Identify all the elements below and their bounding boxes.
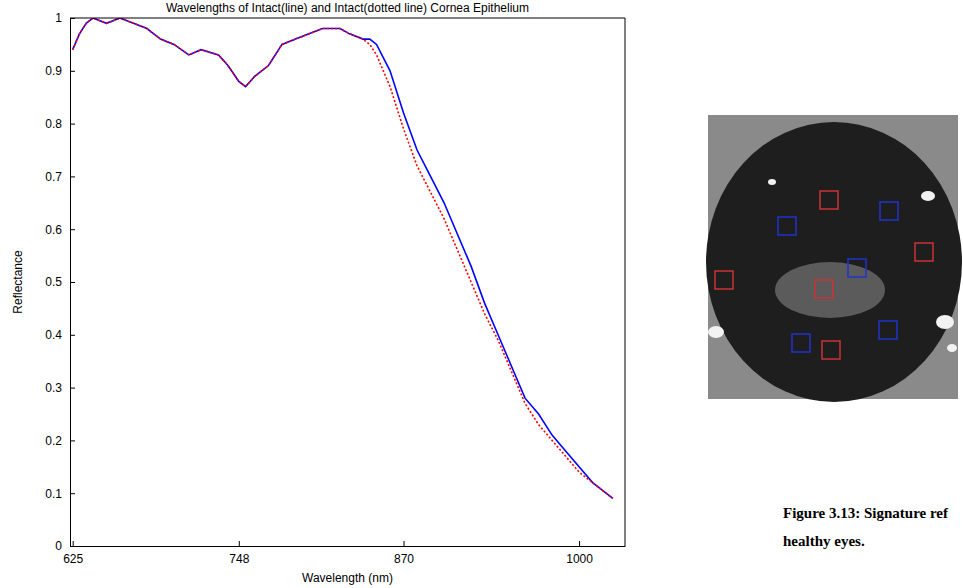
tick-mark	[73, 541, 74, 546]
tick-mark	[70, 124, 75, 125]
tick-mark	[70, 282, 75, 283]
roi-box	[792, 334, 810, 352]
highlight	[768, 179, 776, 185]
eye-photo	[706, 115, 962, 402]
tick-mark	[70, 388, 75, 389]
highlight	[921, 191, 935, 201]
roi-box	[822, 341, 840, 359]
y-axis: 0 0.1 0.2 0.3 0.4 0.5 0.6 0.7 0.8 0.9 1	[45, 11, 75, 553]
roi-box	[778, 217, 796, 235]
cornea-patch	[775, 262, 885, 318]
tick: 0.4	[45, 328, 75, 342]
tick: 0.3	[45, 381, 75, 395]
tick: 0	[55, 539, 75, 553]
tick-mark	[239, 541, 240, 546]
tick: 625	[63, 541, 83, 566]
tick-label: 0.4	[45, 328, 62, 342]
tick: 748	[229, 541, 249, 566]
tick-mark	[70, 71, 75, 72]
tick-label: 0.8	[45, 117, 62, 131]
tick-label: 1	[55, 11, 62, 25]
tick-label: 0.7	[45, 170, 62, 184]
tick-label: 748	[229, 552, 249, 566]
x-axis-title: Wavelength (nm)	[302, 571, 393, 585]
tick-mark	[70, 440, 75, 441]
tick-mark	[579, 541, 580, 546]
tick: 0.8	[45, 117, 75, 131]
figure: 625 748 870 1000 0 0.1 0.2 0.3 0.4 0.5 0.6 0.7 0.8 0.…	[0, 0, 963, 588]
lines	[73, 18, 613, 498]
tick: 0.7	[45, 170, 75, 184]
tick: 0.6	[45, 223, 75, 237]
tick-mark	[70, 546, 75, 547]
plot-area	[70, 18, 625, 546]
axis-line	[71, 546, 626, 547]
tick-label: 0.2	[45, 434, 62, 448]
roi-box	[815, 280, 833, 298]
tick: 1000	[566, 541, 593, 566]
chart-title: Wavelengths of Intact(line) and Intact(d…	[166, 1, 529, 15]
tick: 0.9	[45, 64, 75, 78]
roi-box	[880, 202, 898, 220]
cornea	[706, 122, 962, 402]
tick: 0.2	[45, 434, 75, 448]
tick-mark	[70, 493, 75, 494]
roi-box	[915, 243, 933, 261]
series-line	[73, 18, 613, 498]
figure-caption: Figure 3.13: Signature ref	[783, 505, 949, 521]
frame	[625, 18, 626, 546]
tick: 0.5	[45, 275, 75, 289]
roi-box	[848, 259, 866, 277]
series-line	[73, 18, 613, 498]
highlight	[708, 326, 724, 338]
highlight	[947, 344, 957, 352]
roi-box	[879, 321, 897, 339]
tick-mark	[70, 176, 75, 177]
tick-label: 0.6	[45, 223, 62, 237]
roi-box	[715, 271, 733, 289]
tick-label: 870	[394, 552, 414, 566]
tick: 870	[394, 541, 414, 566]
tick-mark	[404, 541, 405, 546]
highlight	[936, 315, 954, 329]
tick-mark	[70, 335, 75, 336]
tick-mark	[70, 229, 75, 230]
tick-label: 0.1	[45, 487, 62, 501]
x-axis: 625 748 870 1000	[63, 541, 625, 566]
figure-caption: healthy eyes.	[783, 533, 865, 549]
y-axis-title: Reflectance	[11, 250, 25, 314]
tick-label: 0	[55, 539, 62, 553]
tick: 0.1	[45, 487, 75, 501]
frame	[70, 18, 625, 19]
roi-box	[820, 191, 838, 209]
tick-label: 0.3	[45, 381, 62, 395]
tick-label: 0.9	[45, 64, 62, 78]
tick-label: 625	[63, 552, 83, 566]
tick-label: 0.5	[45, 275, 62, 289]
tick-label: 1000	[566, 552, 593, 566]
